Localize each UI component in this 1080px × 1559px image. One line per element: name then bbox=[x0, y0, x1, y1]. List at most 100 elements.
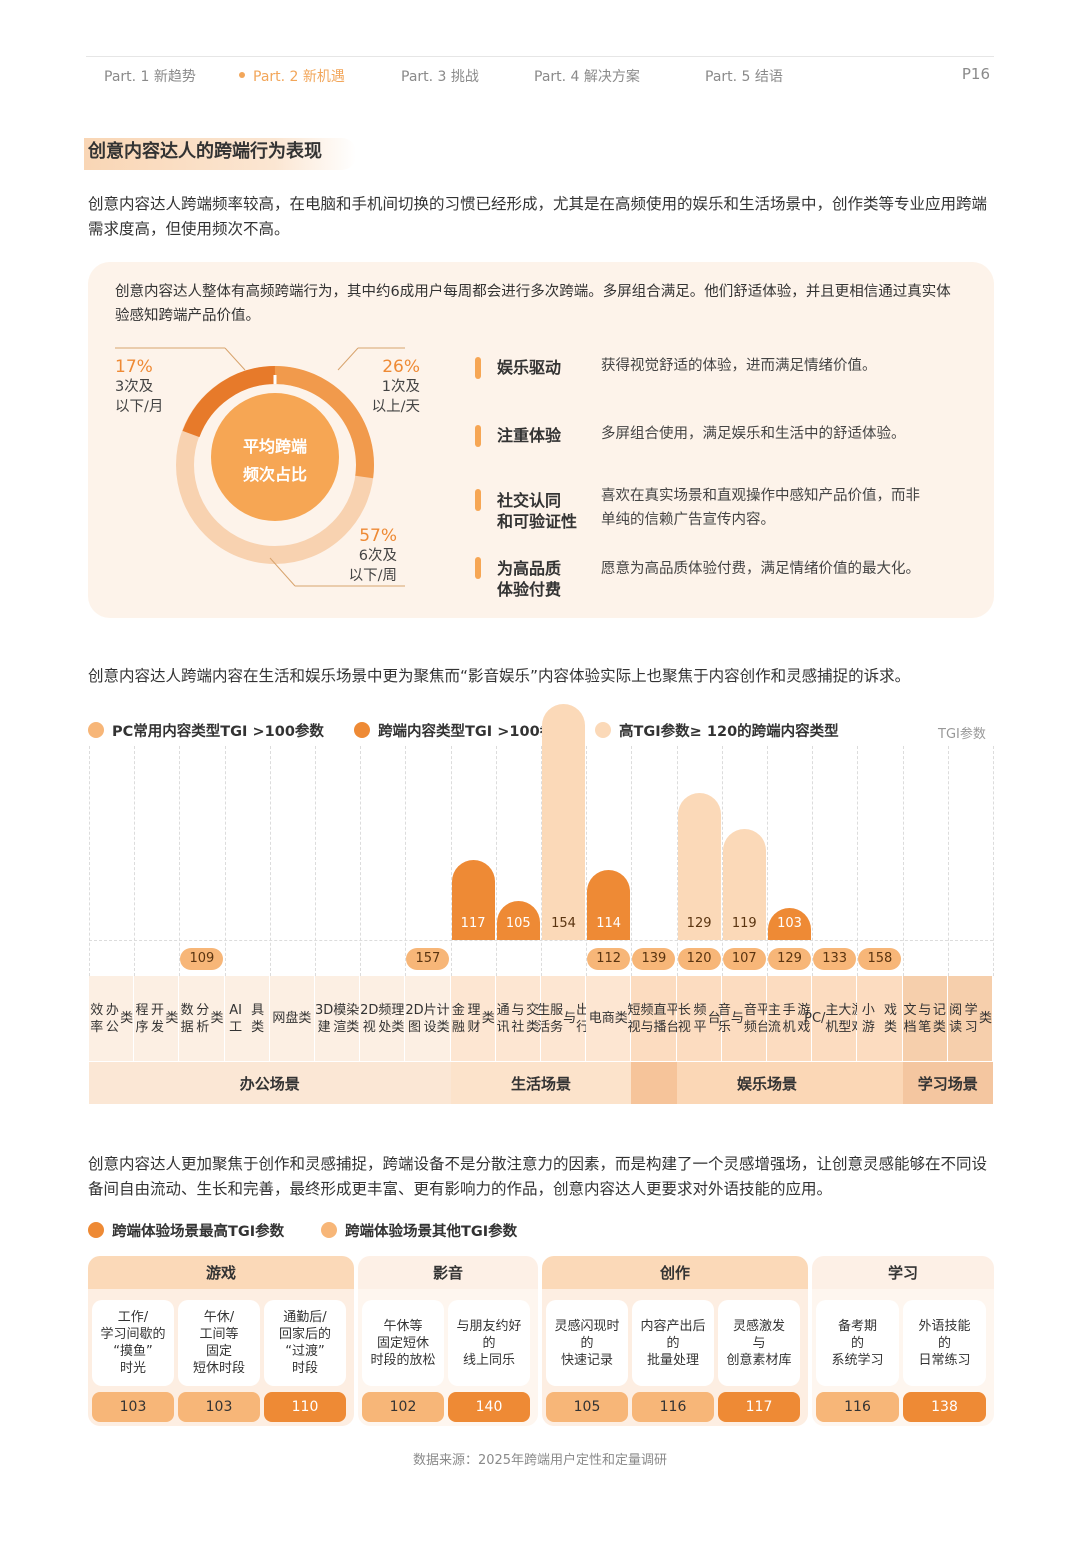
nav-part4[interactable]: Part. 4 解决方案 bbox=[534, 69, 640, 85]
scene-label-card: 备考期的系统学习 bbox=[816, 1300, 899, 1386]
category-cell: 3D建 模渲 染类 bbox=[315, 976, 359, 1061]
bar-value-label: 103 bbox=[777, 916, 802, 931]
legend-dot-icon bbox=[88, 1222, 104, 1238]
category-cell: 阅读 学习类 bbox=[947, 976, 992, 1061]
pc-tgi-pill: 129 bbox=[768, 948, 811, 970]
pc-tgi-pill: 112 bbox=[587, 948, 631, 970]
scene-label: 娱乐场景 bbox=[631, 1062, 903, 1104]
tgi-value: 138 bbox=[903, 1392, 986, 1422]
bar-value-label: 117 bbox=[460, 916, 486, 931]
pc-tgi-pill: 107 bbox=[722, 948, 766, 970]
feature-name: 为高品质 体验付费 bbox=[497, 559, 562, 599]
scene-label: 办公场景 bbox=[89, 1062, 451, 1104]
feature-desc: 多屏组合使用，满足娱乐和生活中的舒适体验。 bbox=[601, 426, 906, 442]
grid-line bbox=[89, 746, 90, 976]
page-title: 创意内容达人的跨端行为表现 bbox=[88, 141, 322, 162]
category-cell: 网盘类 bbox=[269, 976, 314, 1061]
scene-label-card: 工作/学习间歇的 “摸鱼” 时光 bbox=[92, 1300, 174, 1386]
grid-line bbox=[269, 746, 271, 976]
intro-paragraph: 创意内容达人跨端频率较高，在电脑和手机间切换的习惯已经形成，尤其是在高频使用的娱… bbox=[88, 195, 988, 238]
frequency-donut-chart bbox=[115, 347, 405, 587]
scene-label: 生活场景 bbox=[450, 1062, 632, 1104]
legend-label: 跨端内容类型TGI >100参数 bbox=[378, 724, 569, 740]
grid-line bbox=[676, 746, 678, 976]
category-body bbox=[358, 1289, 538, 1426]
legend-label: PC常用内容类型TGI >100参数 bbox=[112, 724, 324, 740]
pc-tgi-pill: 158 bbox=[858, 948, 902, 970]
feature-bar-icon bbox=[475, 357, 481, 379]
grid-line bbox=[315, 746, 316, 976]
bar-value-label: 154 bbox=[551, 916, 576, 931]
feature-desc: 喜欢在真实场景和直观操作中感知产品价值，而非 单纯的信赖广告宣传内容。 bbox=[601, 488, 920, 528]
legend-label: 跨端体验场景最高TGI参数 bbox=[112, 1224, 285, 1240]
feature-name: 注重体验 bbox=[497, 426, 562, 445]
feature-name: 社交认同 和可验证性 bbox=[497, 491, 578, 531]
nav-part5[interactable]: Part. 5 结语 bbox=[705, 69, 783, 85]
category-cell: 生活 服务与出行 bbox=[537, 976, 589, 1061]
category-cell: PC/主机 大型 游戏 bbox=[804, 976, 864, 1061]
nav-part3[interactable]: Part. 3 挑战 bbox=[401, 69, 479, 85]
category-cell: 通讯 与社 交类 bbox=[495, 976, 540, 1061]
category-header: 游戏 bbox=[88, 1256, 354, 1289]
scene-label-card: 午休等 固定短休 时段的放松 bbox=[362, 1300, 444, 1386]
category-cell: 2D图 片设 计类 bbox=[405, 976, 450, 1061]
legend-label: 高TGI参数≥ 120的跨端内容类型 bbox=[619, 724, 839, 740]
scene-label: 学习场景 bbox=[902, 1062, 993, 1104]
legend-label: 跨端体验场景其他TGI参数 bbox=[345, 1224, 518, 1240]
tgi-bar bbox=[587, 870, 631, 940]
category-header: 影音 bbox=[358, 1256, 538, 1289]
scene-divider bbox=[631, 1062, 677, 1104]
grid-line bbox=[812, 746, 814, 976]
scene-label-card: 内容产出后的批量处理 bbox=[632, 1300, 714, 1386]
tgi-value: 117 bbox=[718, 1392, 800, 1422]
grid-line bbox=[721, 746, 723, 976]
header-divider bbox=[86, 56, 994, 57]
tgi-value: 116 bbox=[816, 1392, 899, 1422]
bar-value-label: 114 bbox=[596, 916, 622, 931]
legend-dot-icon bbox=[595, 722, 611, 738]
category-cell: 2D视 频处 理类 bbox=[360, 976, 404, 1061]
tgi-value: 140 bbox=[448, 1392, 530, 1422]
category-cell: 长视 频平台 bbox=[676, 976, 721, 1061]
grid-line bbox=[902, 746, 904, 976]
active-dot-icon bbox=[239, 72, 245, 78]
feature-desc: 获得视觉舒适的体验，进而满足情绪价值。 bbox=[601, 358, 877, 374]
category-cell: 效率 办公类 bbox=[89, 976, 134, 1061]
tgi-bar bbox=[451, 860, 495, 940]
pc-tgi-pill: 139 bbox=[632, 948, 676, 970]
summary-text: 创意内容达人整体有高频跨端行为，其中约6成用户每周都会进行多次跨端。多屏组合满足… bbox=[115, 284, 951, 324]
category-header: 创作 bbox=[542, 1256, 808, 1289]
scene-label-card: 午休/工间等 固定 短休时段 bbox=[178, 1300, 260, 1386]
data-source: 数据来源：2025年跨端用户定性和定量调研 bbox=[412, 1453, 668, 1468]
grid-line bbox=[631, 746, 633, 976]
content-paragraph: 创意内容达人跨端内容在生活和娱乐场景中更为聚焦而“影音娱乐”内容体验实际上也聚焦… bbox=[88, 667, 911, 685]
tgi-value: 105 bbox=[546, 1392, 628, 1422]
tgi-bar bbox=[677, 793, 721, 940]
nav-part2[interactable]: Part. 2 新机遇 bbox=[253, 69, 345, 85]
category-cell: 数据 分析类 bbox=[179, 976, 224, 1061]
insight-paragraph: 创意内容达人更加聚焦于创作和灵感捕捉，跨端设备不是分散注意力的因素，而是构建了一… bbox=[88, 1155, 988, 1198]
category-cell: 短视 频与 直播 平台 bbox=[627, 976, 680, 1061]
category-cell: 电商类 bbox=[586, 976, 631, 1061]
category-cell: 文档 与笔 记类 bbox=[902, 976, 947, 1061]
grid-line bbox=[224, 746, 226, 976]
feature-bar-icon bbox=[475, 425, 481, 447]
baseline bbox=[89, 940, 993, 941]
category-body bbox=[812, 1289, 994, 1426]
tgi-bar bbox=[722, 828, 766, 940]
feature-bar-icon bbox=[475, 489, 481, 511]
grid-line bbox=[360, 746, 362, 976]
tgi-value: 103 bbox=[178, 1392, 260, 1422]
scene-label-card: 外语技能的日常练习 bbox=[903, 1300, 986, 1386]
tgi-note: TGI参数 bbox=[938, 727, 986, 742]
scene-label-card: 灵感闪现时的快速记录 bbox=[546, 1300, 628, 1386]
category-body bbox=[542, 1289, 808, 1426]
bar-value-label: 119 bbox=[731, 916, 757, 931]
slice-57-label: 57% 6次及 以下/周 bbox=[348, 526, 397, 584]
category-body bbox=[88, 1289, 354, 1426]
category-cell: 主流 手机 游戏 bbox=[767, 976, 812, 1061]
category-cell: 金融 理财类 bbox=[450, 976, 495, 1061]
nav-part1[interactable]: Part. 1 新趋势 bbox=[104, 69, 196, 85]
scene-label-card: 通勤后/回家后的 “过渡” 时段 bbox=[264, 1300, 346, 1386]
slice-17-label: 17% 3次及 以下/月 bbox=[115, 357, 164, 415]
